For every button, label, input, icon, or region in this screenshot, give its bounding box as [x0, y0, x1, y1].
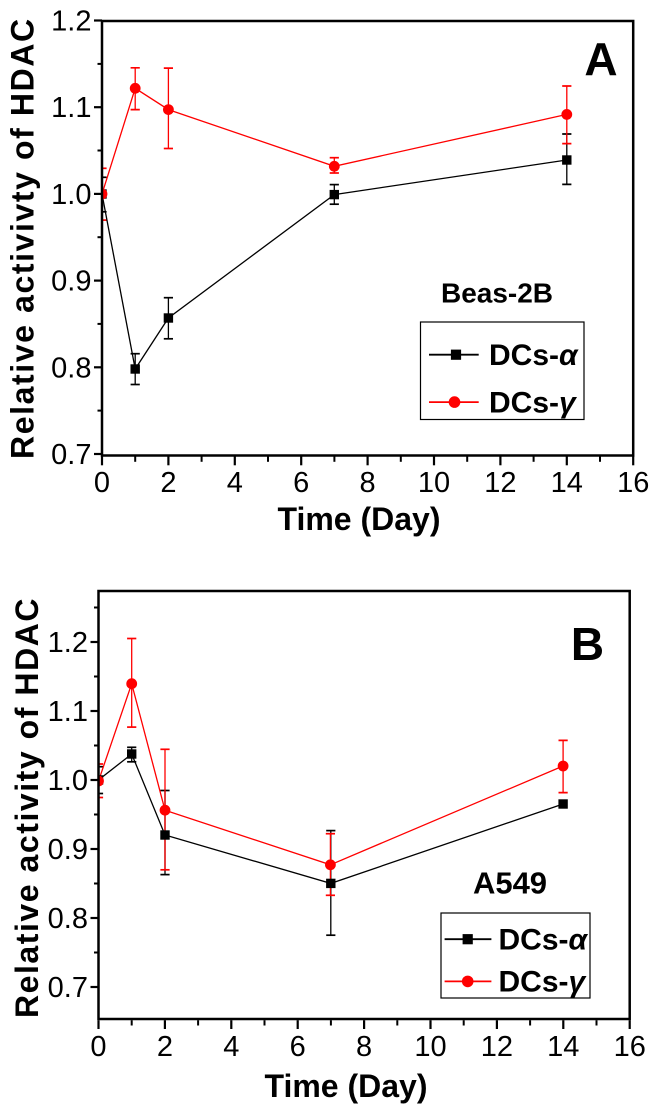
svg-text:0: 0: [90, 1031, 106, 1063]
svg-text:1.0: 1.0: [51, 179, 91, 211]
svg-text:4: 4: [223, 1031, 239, 1063]
svg-text:1.2: 1.2: [51, 6, 91, 38]
svg-text:Relative activity of HDAC: Relative activity of HDAC: [9, 597, 45, 1018]
svg-text:2: 2: [157, 1031, 173, 1063]
svg-text:A549: A549: [473, 866, 547, 901]
svg-text:14: 14: [547, 1031, 579, 1063]
svg-text:0.7: 0.7: [48, 972, 88, 1004]
svg-text:4: 4: [227, 467, 243, 499]
svg-text:16: 16: [617, 467, 649, 499]
svg-text:0.8: 0.8: [48, 903, 88, 935]
svg-text:6: 6: [293, 467, 309, 499]
svg-text:1.1: 1.1: [51, 92, 91, 124]
svg-text:16: 16: [614, 1031, 646, 1063]
svg-text:B: B: [571, 618, 604, 670]
svg-text:12: 12: [484, 467, 516, 499]
svg-text:6: 6: [290, 1031, 306, 1063]
svg-text:DCs-α: DCs-α: [489, 339, 579, 372]
svg-text:0.7: 0.7: [51, 439, 91, 471]
svg-text:Time (Day): Time (Day): [264, 1068, 427, 1104]
svg-text:A: A: [584, 33, 617, 85]
svg-text:1.1: 1.1: [48, 696, 88, 728]
svg-text:2: 2: [160, 467, 176, 499]
svg-text:0: 0: [94, 467, 110, 499]
svg-text:12: 12: [481, 1031, 513, 1063]
svg-text:0.9: 0.9: [51, 266, 91, 298]
svg-text:1.2: 1.2: [48, 627, 88, 659]
svg-text:8: 8: [360, 467, 376, 499]
svg-text:Beas-2B: Beas-2B: [441, 277, 553, 308]
svg-text:DCs-γ: DCs-γ: [499, 966, 588, 999]
svg-text:0.9: 0.9: [48, 834, 88, 866]
svg-text:Relative activivty of HDAC: Relative activivty of HDAC: [5, 17, 41, 459]
svg-text:DCs-γ: DCs-γ: [489, 387, 578, 420]
svg-text:10: 10: [414, 1031, 446, 1063]
svg-text:DCs-α: DCs-α: [499, 924, 589, 957]
svg-text:8: 8: [356, 1031, 372, 1063]
svg-text:14: 14: [551, 467, 583, 499]
svg-text:Time (Day): Time (Day): [277, 501, 440, 537]
svg-text:1.0: 1.0: [48, 765, 88, 797]
svg-text:0.8: 0.8: [51, 352, 91, 384]
svg-text:10: 10: [418, 467, 450, 499]
